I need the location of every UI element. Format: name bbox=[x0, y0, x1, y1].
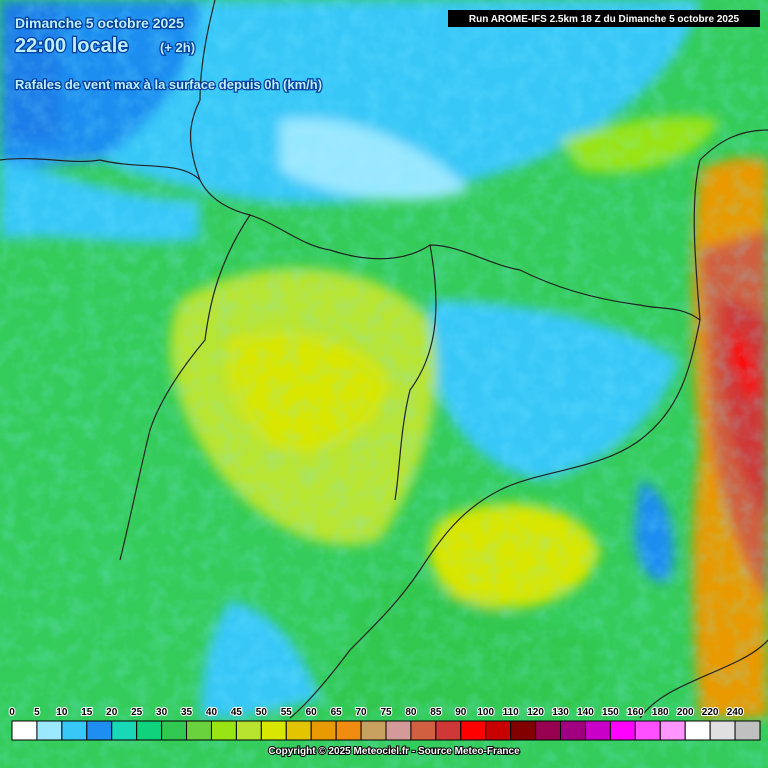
legend-swatch bbox=[609, 720, 636, 741]
legend-swatch bbox=[285, 720, 312, 741]
legend-label: 0 bbox=[9, 707, 15, 718]
legend-swatch bbox=[659, 720, 686, 741]
legend-label: 160 bbox=[627, 707, 644, 718]
legend-label: 150 bbox=[602, 707, 619, 718]
legend-swatch bbox=[634, 720, 661, 741]
legend-swatch bbox=[310, 720, 337, 741]
legend-label: 5 bbox=[34, 707, 40, 718]
legend-swatch bbox=[734, 720, 761, 741]
legend-swatch bbox=[385, 720, 412, 741]
legend-swatch bbox=[560, 720, 586, 741]
legend-label: 40 bbox=[206, 707, 218, 718]
legend-label: 70 bbox=[356, 707, 368, 718]
legend-swatch bbox=[460, 720, 487, 741]
legend-swatch bbox=[584, 720, 611, 741]
legend-label: 240 bbox=[727, 707, 744, 718]
legend-label: 100 bbox=[477, 707, 494, 718]
legend-label: 220 bbox=[702, 707, 719, 718]
legend-label: 60 bbox=[306, 707, 318, 718]
legend-label: 30 bbox=[156, 707, 168, 718]
legend-swatch bbox=[36, 720, 63, 741]
legend-swatch bbox=[186, 720, 212, 741]
legend-swatch bbox=[11, 720, 38, 741]
legend-swatch bbox=[360, 720, 387, 741]
legend-swatch bbox=[235, 720, 262, 741]
legend-swatch bbox=[684, 720, 711, 741]
legend-label: 45 bbox=[231, 707, 243, 718]
legend-label: 20 bbox=[106, 707, 118, 718]
legend-label: 85 bbox=[430, 707, 442, 718]
legend-label: 120 bbox=[527, 707, 544, 718]
legend-swatch bbox=[61, 720, 88, 741]
legend-swatch bbox=[136, 720, 163, 741]
legend-label: 50 bbox=[256, 707, 268, 718]
legend-swatch bbox=[161, 720, 188, 741]
legend-swatch bbox=[709, 720, 736, 741]
legend-swatch bbox=[335, 720, 362, 741]
run-info: Run AROME-IFS 2.5km 18 Z du Dimanche 5 o… bbox=[469, 14, 740, 25]
legend-swatch bbox=[111, 720, 138, 741]
legend-label: 200 bbox=[677, 707, 694, 718]
legend-swatch bbox=[535, 720, 562, 741]
legend-label: 75 bbox=[380, 707, 392, 718]
legend-swatch bbox=[435, 720, 462, 741]
legend-label: 10 bbox=[56, 707, 68, 718]
legend-label: 65 bbox=[331, 707, 343, 718]
legend-label: 35 bbox=[181, 707, 193, 718]
time-offset: (+ 2h) bbox=[160, 40, 195, 55]
run-info-box bbox=[448, 10, 760, 27]
subtitle: Rafales de vent max à la surface depuis … bbox=[15, 77, 322, 92]
legend-label: 15 bbox=[81, 707, 93, 718]
legend-label: 25 bbox=[131, 707, 143, 718]
legend-swatch bbox=[510, 720, 537, 741]
legend-label: 130 bbox=[552, 707, 569, 718]
copyright: Copyright © 2025 Meteociel.fr - Source M… bbox=[268, 746, 520, 757]
legend-label: 80 bbox=[405, 707, 417, 718]
legend-swatch bbox=[260, 720, 287, 741]
legend-label: 55 bbox=[281, 707, 293, 718]
legend-label: 140 bbox=[577, 707, 594, 718]
legend-swatch bbox=[410, 720, 437, 741]
legend-label: 90 bbox=[455, 707, 467, 718]
time: 22:00 locale bbox=[15, 35, 128, 57]
legend-swatch bbox=[485, 720, 512, 741]
legend: 0 5 10 15 20 25 30 35 40 45 50 55 60 65 70 75 80 85 90 100 1… bbox=[8, 706, 761, 741]
legend-label: 110 bbox=[503, 707, 520, 718]
legend-label: 180 bbox=[652, 707, 669, 718]
legend-swatch bbox=[210, 720, 237, 741]
legend-swatch bbox=[86, 720, 113, 741]
date: Dimanche 5 octobre 2025 bbox=[15, 15, 184, 31]
